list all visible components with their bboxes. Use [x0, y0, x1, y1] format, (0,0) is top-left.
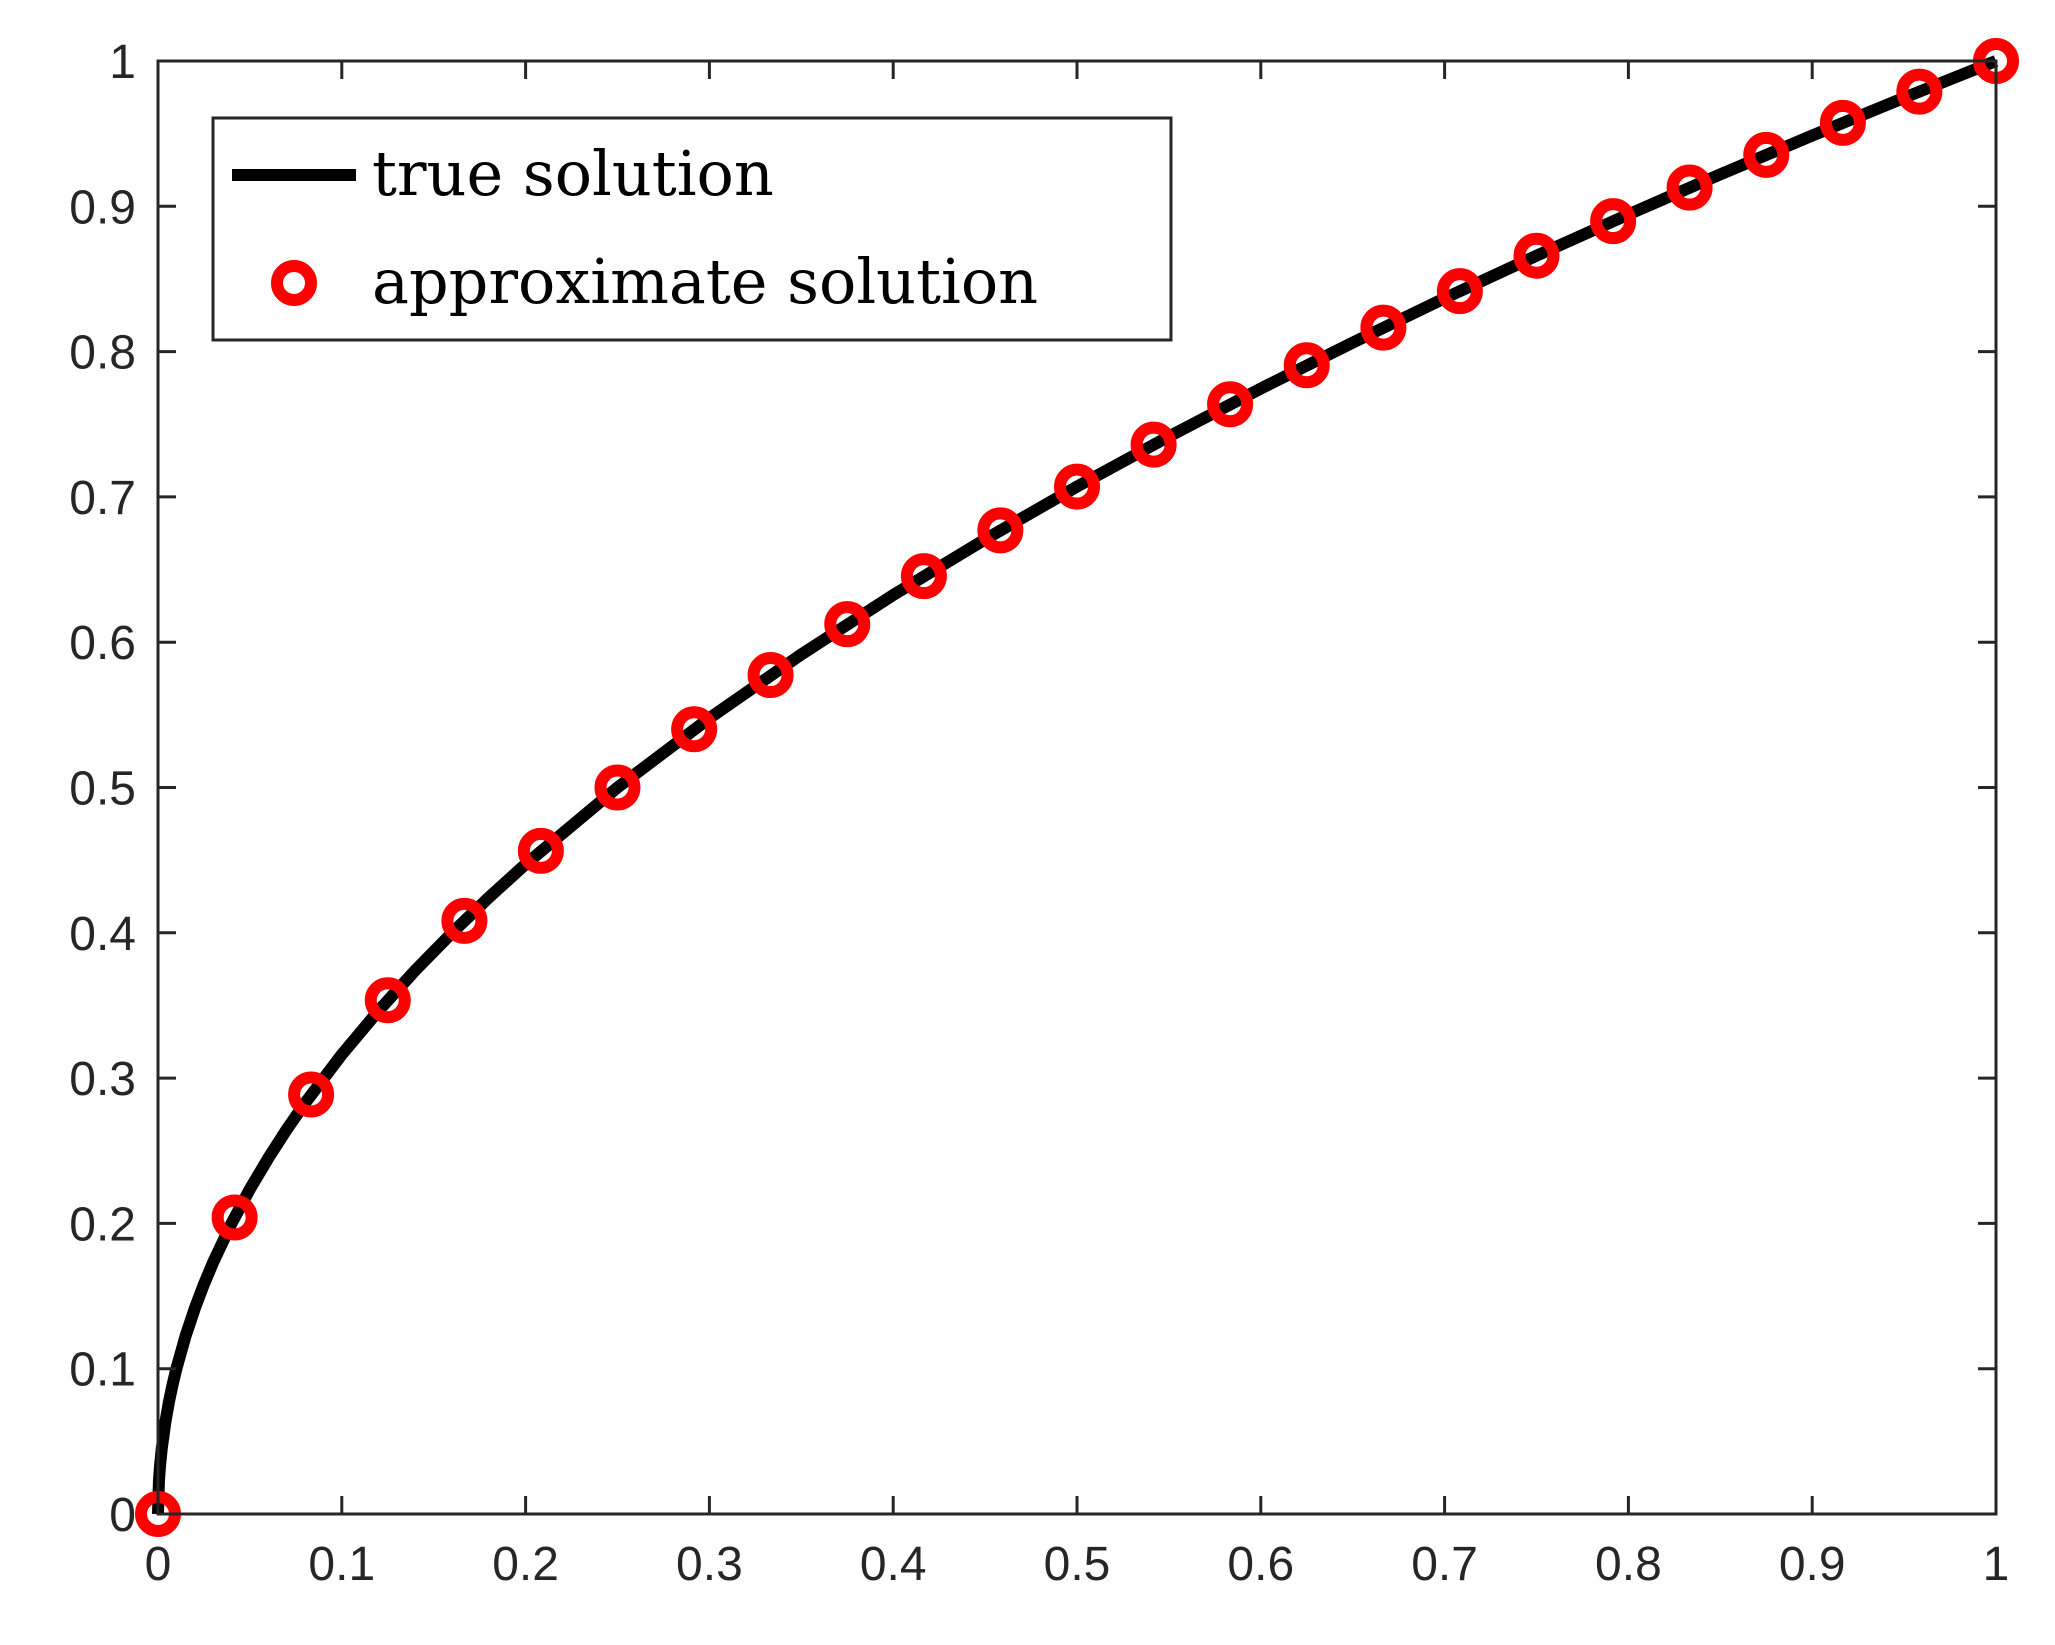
- x-tick-label: 0.4: [860, 1538, 927, 1591]
- axes-frame: [156, 59, 1998, 1516]
- x-tick-label: 0.5: [1044, 1538, 1111, 1591]
- data-point-approximate: [747, 652, 794, 699]
- data-point-approximate: [1054, 463, 1100, 510]
- x-tick-label: 0.3: [676, 1538, 743, 1591]
- y-tick-label: 0.5: [69, 763, 136, 816]
- data-point-approximate: [977, 507, 1024, 554]
- y-tick-label: 0.2: [69, 1198, 136, 1251]
- x-tick-label: 0.1: [308, 1538, 375, 1591]
- x-tick-label: 0.2: [492, 1538, 559, 1591]
- axes-box: [156, 59, 1998, 1516]
- axes: 0 0.1 0.2 0.3 0.4 0.5 0.6 0.7 0.8 0.9 1 0 0.1 0.2 0.3 0…: [69, 36, 2009, 1591]
- data-point-approximate: [1130, 421, 1177, 468]
- data-point-approximate: [288, 1071, 335, 1118]
- legend: true solution approximate solution: [211, 116, 1173, 342]
- y-tick-label: 0: [109, 1489, 136, 1542]
- y-tick-label: 0.9: [69, 181, 136, 234]
- data-point-approximate: [1360, 304, 1407, 351]
- data-point-approximate: [900, 553, 947, 600]
- y-tick-label: 0.7: [69, 472, 136, 525]
- y-tick-label: 0.1: [69, 1344, 136, 1397]
- data-point-approximate: [671, 706, 718, 753]
- x-tick-label: 0: [145, 1538, 172, 1591]
- y-tick-label: 0.3: [69, 1053, 136, 1106]
- data-point-approximate: [1436, 268, 1483, 315]
- data-point-approximate: [441, 897, 488, 944]
- data-point-approximate: [1283, 342, 1330, 389]
- y-tick-label: 1: [109, 36, 136, 89]
- data-point-approximate: [211, 1194, 258, 1241]
- y-tick-label: 0.8: [69, 327, 136, 380]
- legend-label-true-solution: true solution: [372, 137, 774, 210]
- data-point-approximate: [1896, 68, 1943, 115]
- legend-marker-swatch: [271, 260, 317, 306]
- x-tick-label: 0.8: [1595, 1538, 1662, 1591]
- data-point-approximate: [594, 764, 641, 811]
- data-point-approximate: [1743, 131, 1790, 178]
- x-tick-label: 0.6: [1227, 1538, 1294, 1591]
- data-point-approximate: [1819, 99, 1866, 146]
- data-point-approximate: [1513, 232, 1560, 279]
- legend-box: [211, 116, 1173, 342]
- data-point-approximate: [517, 827, 564, 874]
- y-tick-label: 0.4: [69, 908, 136, 961]
- data-point-approximate: [1207, 381, 1254, 428]
- y-tick-label: 0.6: [69, 617, 136, 670]
- x-tick-label: 0.7: [1411, 1538, 1478, 1591]
- data-point-approximate: [1666, 164, 1713, 211]
- data-point-approximate: [824, 601, 871, 648]
- series-line-true-solution: [152, 55, 1999, 1515]
- x-tick-label: 0.9: [1779, 1538, 1846, 1591]
- data-point-approximate: [364, 977, 411, 1024]
- x-tick-label: 1: [1983, 1538, 2010, 1591]
- legend-label-approximate-solution: approximate solution: [372, 245, 1038, 318]
- data-point-approximate: [1590, 198, 1637, 245]
